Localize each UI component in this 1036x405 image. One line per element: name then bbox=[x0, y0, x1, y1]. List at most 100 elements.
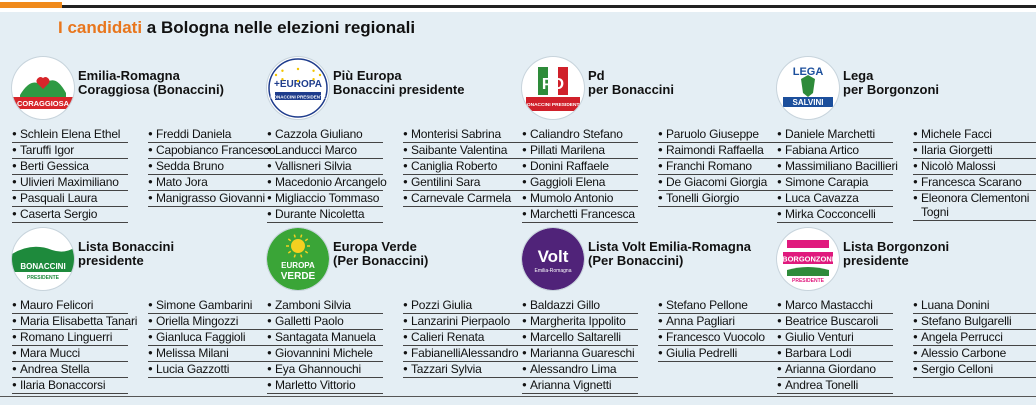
candidate-name: FabianelliAlessandro bbox=[403, 346, 529, 362]
candidate-name: Arianna Vignetti bbox=[522, 378, 638, 394]
candidate-name: Nicolò Malossi bbox=[913, 159, 1036, 175]
candidate-name: Durante Nicoletta bbox=[267, 207, 383, 223]
candidate-name: De Giacomi Giorgia bbox=[658, 175, 784, 191]
candidate-name: Capobianco Francesco bbox=[148, 143, 276, 159]
svg-text:PRESIDENTE: PRESIDENTE bbox=[27, 275, 60, 281]
candidate-name: Marletto Vittorio bbox=[267, 378, 383, 394]
party-logo-icon: PD BONACCINI PRESIDENTE bbox=[522, 57, 584, 119]
candidate-name: Caserta Sergio bbox=[12, 207, 128, 223]
party-logo: EUROPA VERDE bbox=[267, 228, 329, 290]
candidate-name: Migliaccio Tommaso bbox=[267, 191, 383, 207]
candidate-name: Vallisneri Silvia bbox=[267, 159, 383, 175]
candidate-name: Baldazzi Gillo bbox=[522, 298, 638, 314]
candidate-column: Daniele MarchettiFabiana ArticoMassimili… bbox=[777, 127, 898, 223]
candidate-name: Caniglia Roberto bbox=[403, 159, 529, 175]
party-logo-icon: BORGONZONI PRESIDENTE bbox=[777, 228, 839, 290]
candidate-name: Pasquali Laura bbox=[12, 191, 128, 207]
candidate-name: Saibante Valentina bbox=[403, 143, 529, 159]
party-name: Europa Verde (Per Bonaccini) bbox=[333, 239, 429, 268]
candidate-name: Paruolo Giuseppe bbox=[658, 127, 784, 143]
candidate-name: Oriella Mingozzi bbox=[148, 314, 274, 330]
candidate-name: Stefano Pellone bbox=[658, 298, 784, 314]
svg-text:EUROPA: EUROPA bbox=[281, 261, 315, 270]
candidate-name: Anna Pagliari bbox=[658, 314, 784, 330]
party-logo-icon: BONACCINI PRESIDENTE bbox=[12, 228, 74, 290]
candidate-column: Baldazzi GilloMargherita IppolitoMarcell… bbox=[522, 298, 638, 394]
party-name: Più Europa Bonaccini presidente bbox=[333, 68, 465, 97]
party-logo-icon: CORAGGIOSA bbox=[12, 57, 74, 119]
candidate-column: Stefano PelloneAnna PagliariFrancesco Vu… bbox=[658, 298, 784, 362]
candidate-name: Simone Carapia bbox=[777, 175, 893, 191]
candidate-column: Mauro FelicoriMaria Elisabetta TanariRom… bbox=[12, 298, 137, 394]
candidate-name: Raimondi Raffaella bbox=[658, 143, 784, 159]
candidate-name: Pillati Marilena bbox=[522, 143, 638, 159]
svg-text:LEGA: LEGA bbox=[793, 66, 824, 78]
candidate-name: Lanzarini Pierpaolo bbox=[403, 314, 529, 330]
candidate-name: Simone Gambarini bbox=[148, 298, 274, 314]
candidate-name: Romano Linguerri bbox=[12, 330, 128, 346]
svg-text:Volt: Volt bbox=[538, 247, 569, 266]
candidate-name: Alessandro Lima bbox=[522, 362, 638, 378]
top-rule bbox=[0, 0, 1036, 12]
svg-text:BONACCINI PRESIDENTE: BONACCINI PRESIDENTE bbox=[523, 102, 583, 108]
party-logo: BONACCINI PRESIDENTE bbox=[12, 228, 74, 290]
candidate-column: Cazzola GiulianoLanducci MarcoVallisneri… bbox=[267, 127, 387, 223]
candidate-name: Zamboni Silvia bbox=[267, 298, 383, 314]
candidate-name: Eya Ghannouchi bbox=[267, 362, 383, 378]
candidate-name: Arianna Giordano bbox=[777, 362, 893, 378]
candidate-name: Fabiana Artico bbox=[777, 143, 893, 159]
candidate-name: Calieri Renata bbox=[403, 330, 529, 346]
bottom-rule bbox=[0, 396, 1036, 397]
candidate-name: Donini Raffaele bbox=[522, 159, 638, 175]
candidate-name: Caliandro Stefano bbox=[522, 127, 638, 143]
candidate-name: Luana Donini bbox=[913, 298, 1036, 314]
candidate-name: Giovannini Michele bbox=[267, 346, 383, 362]
svg-text:Emilia-Romagna: Emilia-Romagna bbox=[535, 268, 572, 274]
party-name: Emilia-Romagna Coraggiosa (Bonaccini) bbox=[78, 68, 224, 97]
candidate-column: Caliandro StefanoPillati MarilenaDonini … bbox=[522, 127, 638, 223]
candidate-name: Tazzari Sylvia bbox=[403, 362, 529, 378]
candidate-name: Freddi Daniela bbox=[148, 127, 274, 143]
party-logo-icon: Volt Emilia-Romagna bbox=[522, 228, 584, 290]
party-logo: Volt Emilia-Romagna bbox=[522, 228, 584, 290]
party-name: Lista Borgonzoni presidente bbox=[843, 239, 950, 268]
candidate-name: Alessio Carbone bbox=[913, 346, 1036, 362]
candidate-name: Manigrasso Giovanni bbox=[148, 191, 274, 207]
candidate-name: Mumolo Antonio bbox=[522, 191, 638, 207]
candidate-name: Monterisi Sabrina bbox=[403, 127, 529, 143]
party-name: Pd per Bonaccini bbox=[588, 68, 674, 97]
candidate-name: Mauro Felicori bbox=[12, 298, 128, 314]
candidate-name: Cazzola Giuliano bbox=[267, 127, 383, 143]
candidate-name: Andrea Stella bbox=[12, 362, 128, 378]
top-rule-accent bbox=[0, 2, 62, 8]
title-rest: a Bologna nelle elezioni regionali bbox=[142, 18, 416, 37]
candidate-name: Melissa Milani bbox=[148, 346, 274, 362]
candidate-name: Marianna Guareschi bbox=[522, 346, 638, 362]
svg-text:VERDE: VERDE bbox=[281, 271, 316, 282]
candidate-column: Michele FacciIlaria GiorgettiNicolò Malo… bbox=[913, 127, 1036, 221]
svg-text:PRESIDENTE: PRESIDENTE bbox=[792, 278, 825, 284]
party-logo-icon: LEGA SALVINI bbox=[777, 57, 839, 119]
candidate-name: Massimiliano Bacillieri bbox=[777, 159, 898, 175]
party-logo: LEGA SALVINI bbox=[777, 57, 839, 119]
candidate-name: Gaggioli Elena bbox=[522, 175, 638, 191]
party-logo: PD BONACCINI PRESIDENTE bbox=[522, 57, 584, 119]
party-logo-icon: +EUROPA BONACCINI PRESIDENTE bbox=[267, 57, 329, 119]
candidate-name: Tonelli Giorgio bbox=[658, 191, 784, 207]
candidate-name: Andrea Tonelli bbox=[777, 378, 893, 394]
candidate-name: Ilaria Giorgetti bbox=[913, 143, 1036, 159]
svg-text:CORAGGIOSA: CORAGGIOSA bbox=[17, 99, 70, 108]
svg-text:+EUROPA: +EUROPA bbox=[274, 79, 322, 90]
candidate-column: Monterisi SabrinaSaibante ValentinaCanig… bbox=[403, 127, 529, 207]
candidate-column: Luana DoniniStefano BulgarelliAngela Per… bbox=[913, 298, 1036, 378]
candidate-name: Pozzi Giulia bbox=[403, 298, 529, 314]
party-name: Lega per Borgonzoni bbox=[843, 68, 940, 97]
candidate-column: Paruolo GiuseppeRaimondi RaffaellaFranch… bbox=[658, 127, 784, 207]
candidate-name: Gentilini Sara bbox=[403, 175, 529, 191]
candidate-name: Mara Mucci bbox=[12, 346, 128, 362]
candidate-name: Giulia Pedrelli bbox=[658, 346, 784, 362]
candidate-name: Marchetti Francesca bbox=[522, 207, 638, 223]
candidate-name: Barbara Lodi bbox=[777, 346, 893, 362]
page-title: I candidati a Bologna nelle elezioni reg… bbox=[58, 18, 415, 38]
